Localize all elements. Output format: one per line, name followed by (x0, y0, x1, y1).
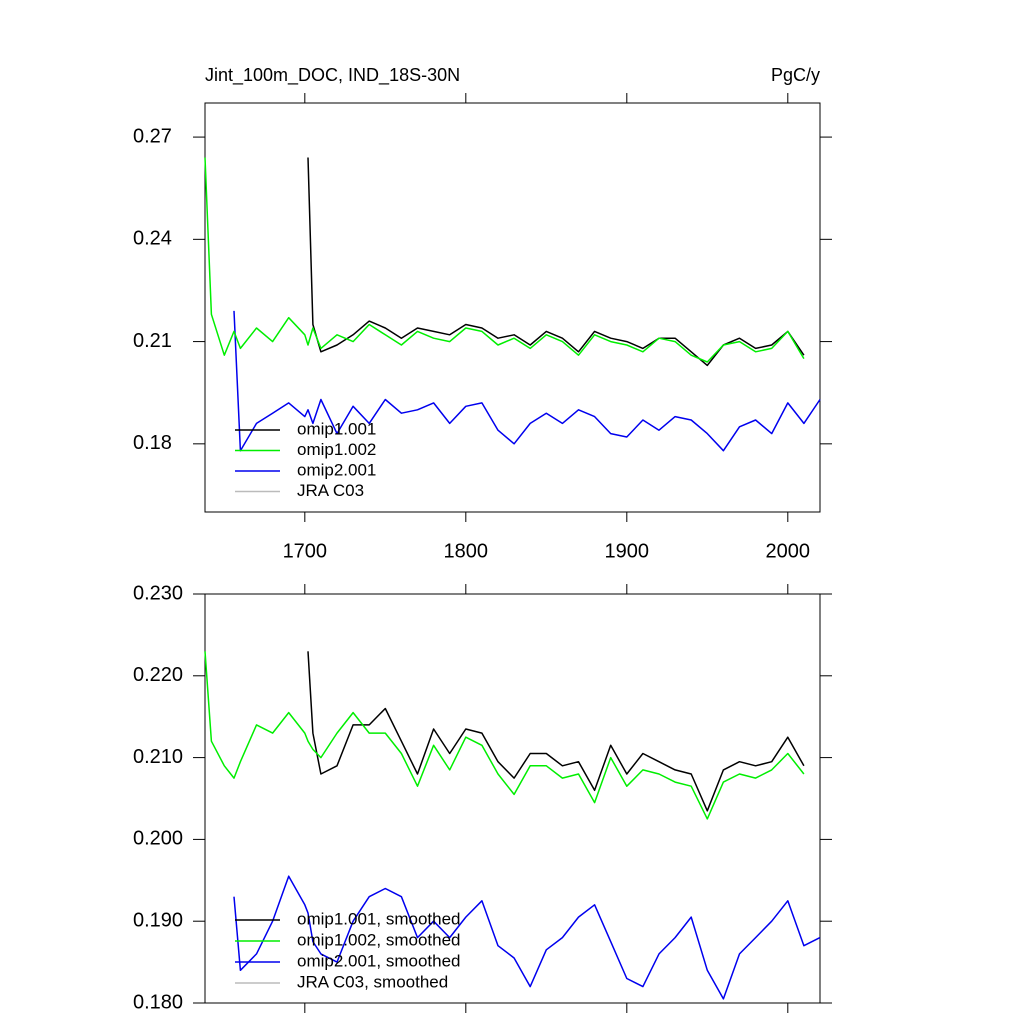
series-line (233, 310, 821, 452)
y-tick-label: 0.27 (133, 125, 172, 147)
series-line (307, 157, 805, 367)
y-tick-label: 0.180 (133, 991, 183, 1013)
series-line (204, 157, 805, 363)
x-tick-label: 2000 (766, 540, 811, 562)
units-label: PgC/y (771, 65, 820, 85)
series-line (233, 875, 821, 1000)
y-tick-label: 0.200 (133, 828, 183, 850)
legend-label: omip1.001, smoothed (297, 909, 461, 928)
legend-label: omip2.001 (297, 460, 376, 479)
legend-label: omip2.001, smoothed (297, 951, 461, 970)
y-tick-label: 0.24 (133, 228, 172, 250)
y-tick-label: 0.190 (133, 909, 183, 931)
series-line (307, 651, 805, 812)
x-tick-label: 1800 (444, 540, 489, 562)
y-tick-label: 0.18 (133, 432, 172, 454)
legend-label: JRA C03, smoothed (297, 972, 448, 991)
plot-frame (204, 593, 821, 1004)
y-tick-label: 0.210 (133, 746, 183, 768)
legend-label: omip1.002 (297, 440, 376, 459)
chart-title: Jint_100m_DOC, IND_18S-30N (205, 65, 460, 86)
plot-frame (204, 102, 821, 513)
legend-label: JRA C03 (297, 481, 364, 500)
y-tick-label: 0.220 (133, 664, 183, 686)
legend-label: omip1.001 (297, 419, 376, 438)
x-tick-label: 1700 (283, 540, 328, 562)
x-tick-label: 1900 (605, 540, 650, 562)
legend-label: omip1.002, smoothed (297, 930, 461, 949)
series-line (204, 651, 805, 820)
y-tick-label: 0.230 (133, 582, 183, 604)
y-tick-label: 0.21 (133, 330, 172, 352)
